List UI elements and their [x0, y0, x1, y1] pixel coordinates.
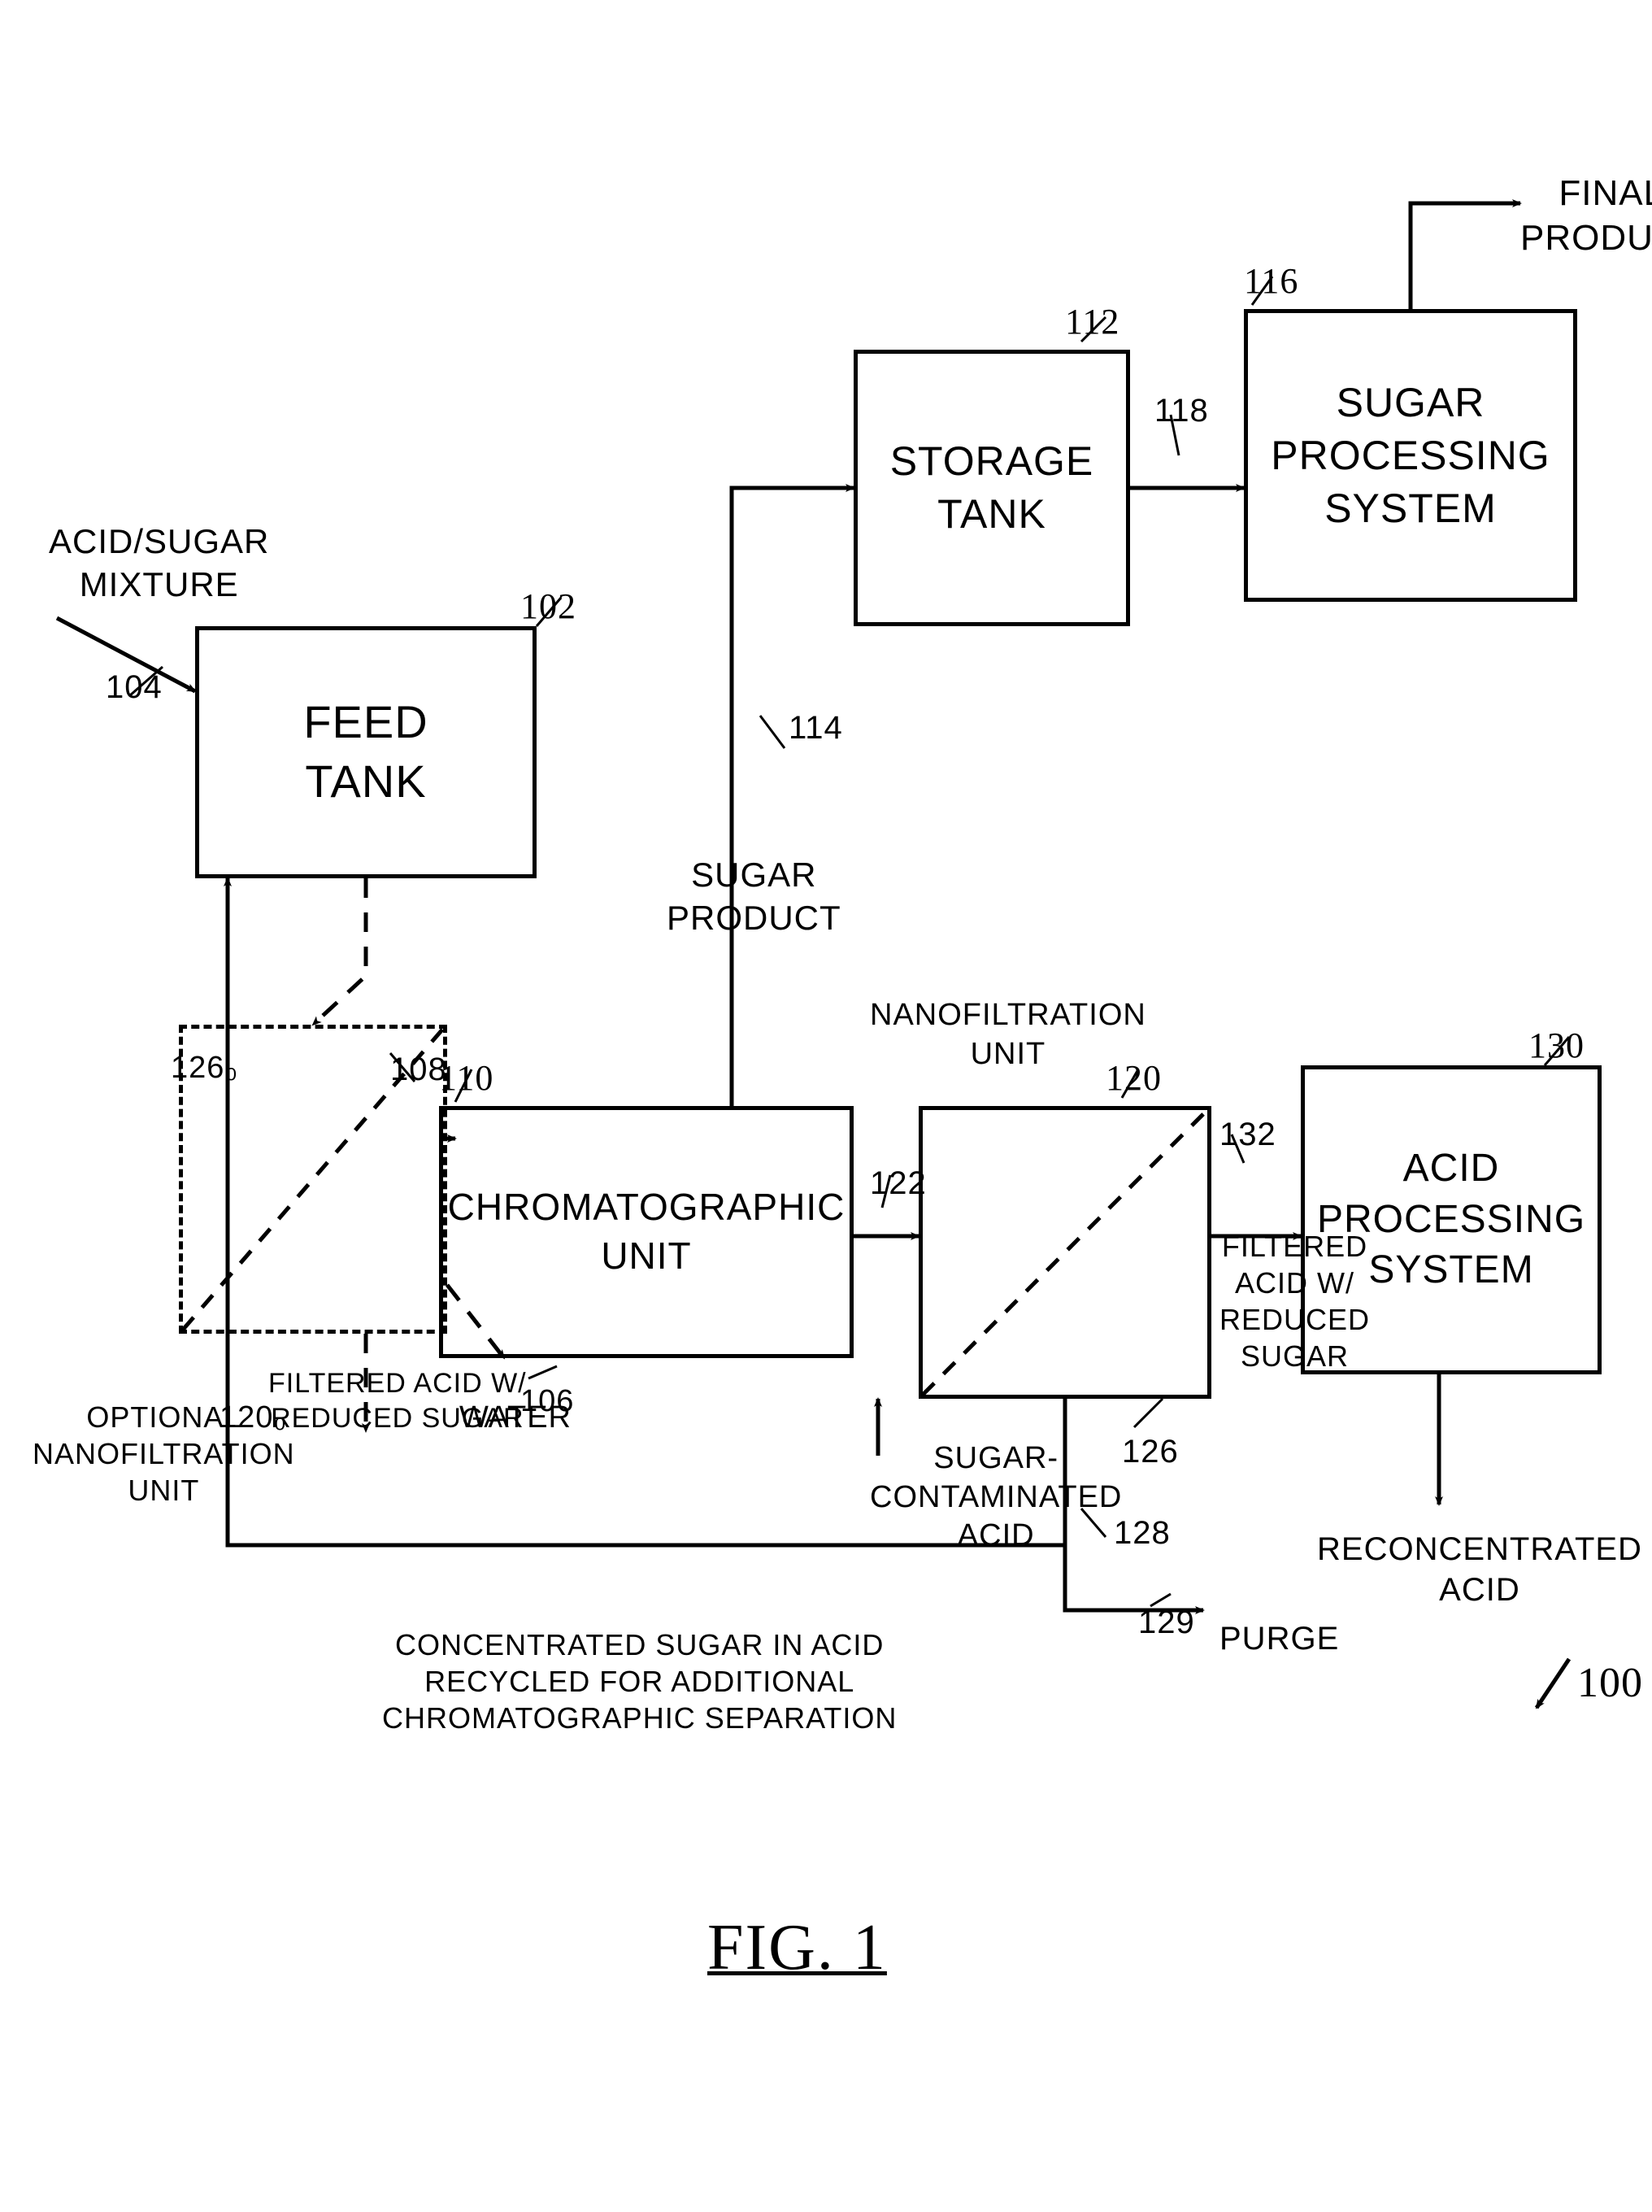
ref-116: 116	[1244, 260, 1298, 302]
ref-126o: 126₀	[171, 1049, 238, 1088]
ref-114: 114	[789, 708, 843, 748]
chromatographic-box: CHROMATOGRAPHIC UNIT	[439, 1106, 854, 1358]
ref-110: 110	[439, 1057, 493, 1099]
ref-108: 108	[390, 1049, 447, 1090]
connector-ref100_tick	[1537, 1659, 1569, 1708]
connector-chr_to_stor	[732, 488, 854, 1106]
ref-129: 129	[1138, 1602, 1195, 1643]
label-acid-sugar-mixture: ACID/SUGAR MIXTURE	[49, 520, 269, 606]
label-purge: PURGE	[1219, 1618, 1339, 1659]
ref-106-tick	[528, 1366, 557, 1378]
ref-126: 126	[1122, 1431, 1179, 1472]
sugar-processing-box: SUGAR PROCESSING SYSTEM	[1244, 309, 1577, 602]
feed-tank-box: FEED TANK	[195, 626, 537, 878]
ref-132: 132	[1219, 1114, 1276, 1155]
label-filtered-reduced: FILTERED ACID W/ REDUCED SUGAR	[1219, 1228, 1370, 1374]
ref-122: 122	[870, 1163, 927, 1204]
connector-sp_to_out	[1411, 203, 1520, 309]
ref-102: 102	[520, 586, 576, 627]
label-final-product: FINAL PRODUCT	[1520, 171, 1652, 260]
ref-114-tick	[760, 716, 785, 748]
figure-caption: FIG. 1	[707, 1911, 887, 1985]
nanofiltration-box	[919, 1106, 1211, 1399]
label-nanofiltration-unit: NANOFILTRATION UNIT	[870, 996, 1146, 1073]
diagram-stage: FEED TANK STORAGE TANK SUGAR PROCESSING …	[0, 0, 1652, 2212]
ref-128: 128	[1114, 1513, 1171, 1553]
ref-118: 118	[1154, 390, 1209, 431]
ref-100: 100	[1577, 1659, 1643, 1707]
ref-126-tick	[1134, 1399, 1163, 1427]
connector-feed_to_nf	[313, 878, 366, 1025]
label-recycle-note: CONCENTRATED SUGAR IN ACID RECYCLED FOR …	[382, 1626, 897, 1736]
label-sugar-contaminated: SUGAR- CONTAMINATED ACID	[870, 1439, 1122, 1556]
label-sugar-product: SUGAR PRODUCT	[667, 854, 841, 939]
ref-130: 130	[1528, 1025, 1585, 1066]
label-reconcentrated: RECONCENTRATED ACID	[1317, 1529, 1642, 1610]
ref-104: 104	[106, 667, 163, 708]
storage-tank-box: STORAGE TANK	[854, 350, 1130, 626]
ref-106: 106	[520, 1382, 574, 1422]
ref-112: 112	[1065, 301, 1119, 342]
